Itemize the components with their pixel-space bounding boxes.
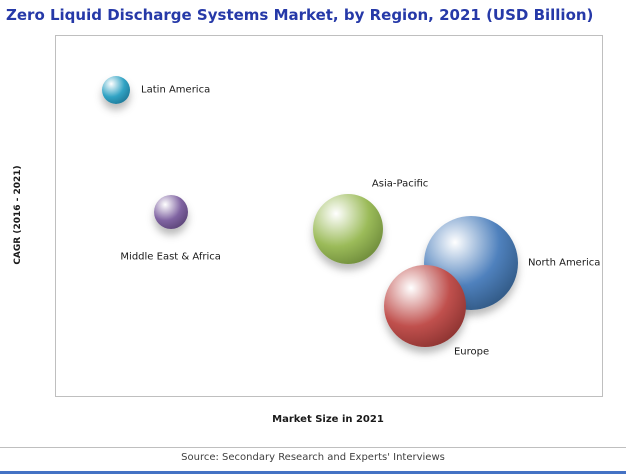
bubble-label-latin-america: Latin America (141, 84, 211, 96)
bubble-asia-pacific (313, 193, 384, 264)
bubble-label-north-america: North America (527, 257, 601, 269)
bubble-europe (383, 265, 466, 347)
bottom-accent-bar (0, 471, 626, 474)
y-axis-label: CAGR (2016 - 2021) (13, 165, 23, 265)
bubble-middle-east-africa (153, 195, 188, 230)
bubble-latin-america (102, 76, 131, 104)
bubble-label-asia-pacific: Asia-Pacific (371, 178, 429, 190)
plot-area: Latin America Middle East & Africa Asia-Pa… (55, 35, 603, 397)
chart-title: Zero Liquid Discharge Systems Market, by… (6, 6, 594, 24)
bubble-label-europe: Europe (453, 346, 490, 358)
bubble-label-middle-east-africa: Middle East & Africa (120, 251, 221, 263)
source-text: Source: Secondary Research and Experts' … (181, 452, 445, 463)
source-divider (0, 447, 626, 448)
x-axis-label: Market Size in 2021 (272, 414, 384, 425)
